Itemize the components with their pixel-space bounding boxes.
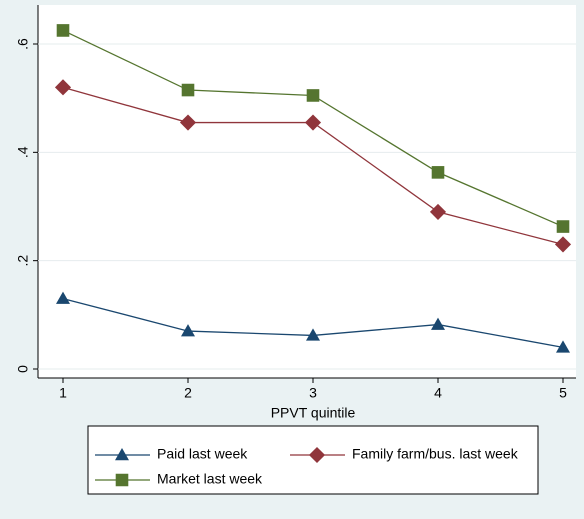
data-point [431,166,445,179]
legend-marker [115,448,129,461]
legend-label: Paid last week [157,446,248,462]
data-point [56,24,70,37]
x-tick-label: 1 [59,385,67,401]
data-point [56,291,70,304]
data-point [54,79,72,96]
data-point [556,340,570,353]
data-point [181,83,195,97]
legend-label: Market last week [157,471,263,487]
x-tick-label: 4 [434,385,442,401]
plot-area [38,5,576,378]
y-tick-label: .6 [15,38,31,50]
legend [87,425,539,495]
legend-label: Family farm/bus. last week [352,446,519,462]
data-point [306,89,320,102]
x-tick-label: 2 [184,385,192,401]
data-point [554,236,572,253]
x-tick-label: 5 [559,385,567,401]
legend-marker [308,446,326,464]
data-point [431,317,445,330]
x-axis-label: PPVT quintile [271,405,356,421]
data-point [306,328,320,341]
y-tick-label: 0 [15,365,31,373]
data-point [179,114,197,131]
y-tick-label: .2 [15,255,31,267]
data-point [429,203,447,220]
data-point [556,220,570,233]
legend-marker [115,473,129,487]
y-tick-label: .4 [15,146,31,158]
data-point [181,324,195,337]
x-tick-label: 3 [309,385,317,401]
data-point [304,114,322,131]
